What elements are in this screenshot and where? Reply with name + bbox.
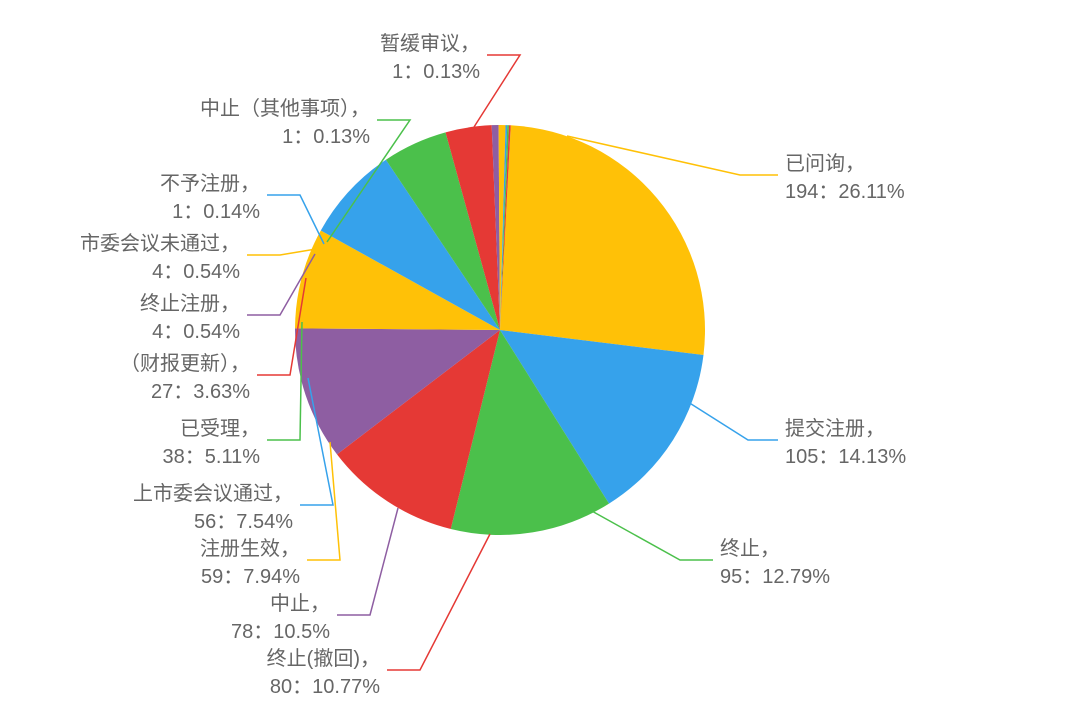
slice-label-value: 27：3.63% [151, 381, 250, 403]
leader-line [688, 402, 778, 440]
leader-line [337, 508, 398, 615]
slice-label-name: 注册生效， [200, 537, 300, 560]
slice-label-name: 终止注册， [140, 292, 240, 315]
slice-label-name: 中止， [270, 592, 330, 615]
slice-label-name: 上市委会议通过， [133, 482, 293, 505]
slice-label-name: 终止(撤回)， [267, 647, 380, 670]
slice-label-value: 38：5.11% [163, 446, 261, 468]
slice-label-value: 194：26.11% [785, 181, 905, 203]
pie-chart: 已问询， 194：26.11% 提交注册， 105：14.13% 终止， 95：12.79… [0, 0, 1080, 724]
leader-line [267, 195, 324, 244]
slice-label-name: 暂缓审议， [380, 32, 480, 55]
slice-label-value: 95：12.79% [720, 566, 830, 588]
leader-line [387, 534, 490, 670]
slice-label-value: 59：7.94% [201, 566, 300, 588]
slice-label-name: 中止（其他事项）， [200, 97, 370, 120]
slice-label-value: 1：0.13% [392, 61, 480, 83]
slice-label-name: 终止， [720, 537, 780, 560]
slice-label-name: 不予注册， [160, 172, 260, 195]
slice-label-value: 105：14.13% [785, 446, 906, 468]
slice-label-name: 提交注册， [785, 417, 885, 440]
slice-label-value: 4：0.54% [152, 261, 240, 283]
slice-label-value: 4：0.54% [152, 321, 240, 343]
leader-line [474, 55, 520, 127]
slice-label-value: 1：0.14% [172, 201, 260, 223]
slice-label-value: 1：0.13% [282, 126, 370, 148]
slice-label-name: （财报更新）， [120, 352, 250, 375]
leader-line [590, 510, 713, 560]
slice-label-name: 已问询， [785, 152, 865, 175]
slice-label-name: 已受理， [180, 417, 260, 440]
slice-label-name: 市委会议未通过， [80, 232, 240, 255]
slice-label-value: 78：10.5% [231, 621, 330, 643]
slice-label-value: 80：10.77% [270, 676, 380, 698]
slice-label-value: 56：7.54% [194, 511, 293, 533]
